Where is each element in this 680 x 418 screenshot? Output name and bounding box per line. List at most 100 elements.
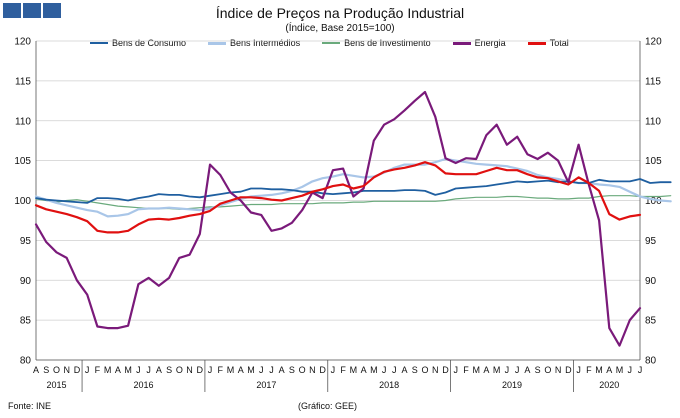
y-tick-label-right: 120 (645, 37, 662, 48)
month-tick-label: S (535, 365, 541, 375)
year-label: 2015 (46, 380, 66, 390)
month-tick-label: F (95, 365, 101, 375)
year-label: 2018 (379, 380, 399, 390)
month-tick-label: J (628, 365, 633, 375)
month-tick-label: J (392, 365, 397, 375)
month-tick-label: M (472, 365, 480, 375)
legend-item: Bens de Investimento (322, 38, 431, 48)
month-tick-label: F (218, 365, 224, 375)
month-tick-label: J (146, 365, 151, 375)
source-note: Fonte: INE (8, 401, 52, 411)
y-tick-label-right: 110 (645, 116, 661, 127)
year-label: 2020 (599, 380, 619, 390)
month-tick-label: D (319, 365, 326, 375)
month-tick-label: F (586, 365, 592, 375)
legend-swatch (208, 41, 227, 45)
month-tick-label: J (331, 365, 336, 375)
ine-logo-icon (3, 3, 61, 18)
legend-item: Total (527, 38, 569, 48)
month-tick-label: O (422, 365, 429, 375)
month-tick-label: A (279, 365, 285, 375)
month-tick-label: M (124, 365, 132, 375)
y-tick-label-left: 100 (14, 196, 31, 207)
month-tick-label: A (524, 365, 530, 375)
month-tick-label: J (505, 365, 510, 375)
month-tick-label: M (595, 365, 603, 375)
month-tick-label: M (370, 365, 378, 375)
y-tick-label-right: 80 (645, 356, 657, 367)
month-tick-label: J (576, 365, 581, 375)
legend-swatch (322, 42, 341, 44)
month-tick-label: J (259, 365, 264, 375)
month-tick-label: D (197, 365, 204, 375)
legend-label: Total (549, 38, 569, 48)
legend-label: Bens Intermédios (230, 38, 301, 48)
logo-block-icon (23, 3, 41, 18)
month-tick-label: M (104, 365, 112, 375)
month-tick-label: J (382, 365, 387, 375)
month-tick-label: A (115, 365, 121, 375)
month-tick-label: O (53, 365, 60, 375)
series-line-bens-intermedios (34, 157, 672, 218)
month-tick-label: A (156, 365, 162, 375)
chart-subtitle: (Índice, Base 2015=100) (285, 23, 395, 34)
series-line-bens-de-consumo (35, 178, 672, 204)
y-tick-label-left: 105 (14, 156, 31, 167)
month-tick-label: J (453, 365, 458, 375)
month-tick-label: J (638, 365, 643, 375)
month-tick-label: S (412, 365, 418, 375)
month-tick-label: D (74, 365, 81, 375)
month-tick-label: D (442, 365, 449, 375)
month-tick-label: M (350, 365, 358, 375)
month-tick-label: D (565, 365, 572, 375)
month-tick-label: J (208, 365, 213, 375)
month-tick-label: N (186, 365, 193, 375)
month-tick-label: O (176, 365, 183, 375)
month-tick-label: M (493, 365, 501, 375)
legend-item: Bens de Consumo (90, 38, 186, 48)
month-tick-label: S (289, 365, 295, 375)
legend-item: Bens Intermédios (208, 38, 300, 48)
month-tick-label: N (309, 365, 316, 375)
month-tick-label: J (136, 365, 141, 375)
month-tick-label: J (269, 365, 274, 375)
legend-item: Energia (452, 38, 506, 48)
month-tick-label: N (432, 365, 439, 375)
chart-title: Índice de Preços na Produção Industrial (215, 5, 465, 21)
y-tick-label-left: 90 (20, 276, 32, 287)
month-tick-label: A (402, 365, 408, 375)
month-tick-label: O (544, 365, 551, 375)
series-line-bens-de-investimento (35, 195, 672, 210)
y-tick-label-right: 100 (645, 196, 662, 207)
month-tick-label: A (238, 365, 244, 375)
month-tick-label: O (299, 365, 306, 375)
chart-legend: Bens de Consumo Bens Intermédios Bens de I… (90, 38, 620, 48)
y-tick-label-left: 120 (14, 37, 31, 48)
series-line-total (34, 161, 642, 234)
year-label: 2016 (133, 380, 153, 390)
y-tick-label-right: 115 (645, 76, 661, 87)
month-tick-label: F (463, 365, 469, 375)
month-tick-label: A (606, 365, 612, 375)
month-tick-label: S (43, 365, 49, 375)
legend-swatch (90, 42, 108, 44)
month-tick-label: M (227, 365, 235, 375)
y-tick-label-left: 110 (15, 116, 31, 127)
series-line-energia (34, 90, 642, 347)
month-tick-label: A (483, 365, 489, 375)
month-tick-label: N (555, 365, 562, 375)
y-tick-label-left: 80 (20, 356, 32, 367)
y-tick-label-right: 90 (645, 276, 657, 287)
logo-block-icon (43, 3, 61, 18)
y-tick-label-right: 85 (645, 316, 657, 327)
legend-swatch (527, 41, 546, 45)
y-tick-label-right: 95 (645, 236, 657, 247)
logo-block-icon (3, 3, 21, 18)
chart-credit: (Gráfico: GEE) (298, 401, 358, 411)
month-tick-label: A (33, 365, 39, 375)
month-tick-label: M (616, 365, 624, 375)
month-tick-label: M (247, 365, 255, 375)
year-label: 2019 (502, 380, 522, 390)
y-tick-label-left: 115 (15, 76, 31, 87)
